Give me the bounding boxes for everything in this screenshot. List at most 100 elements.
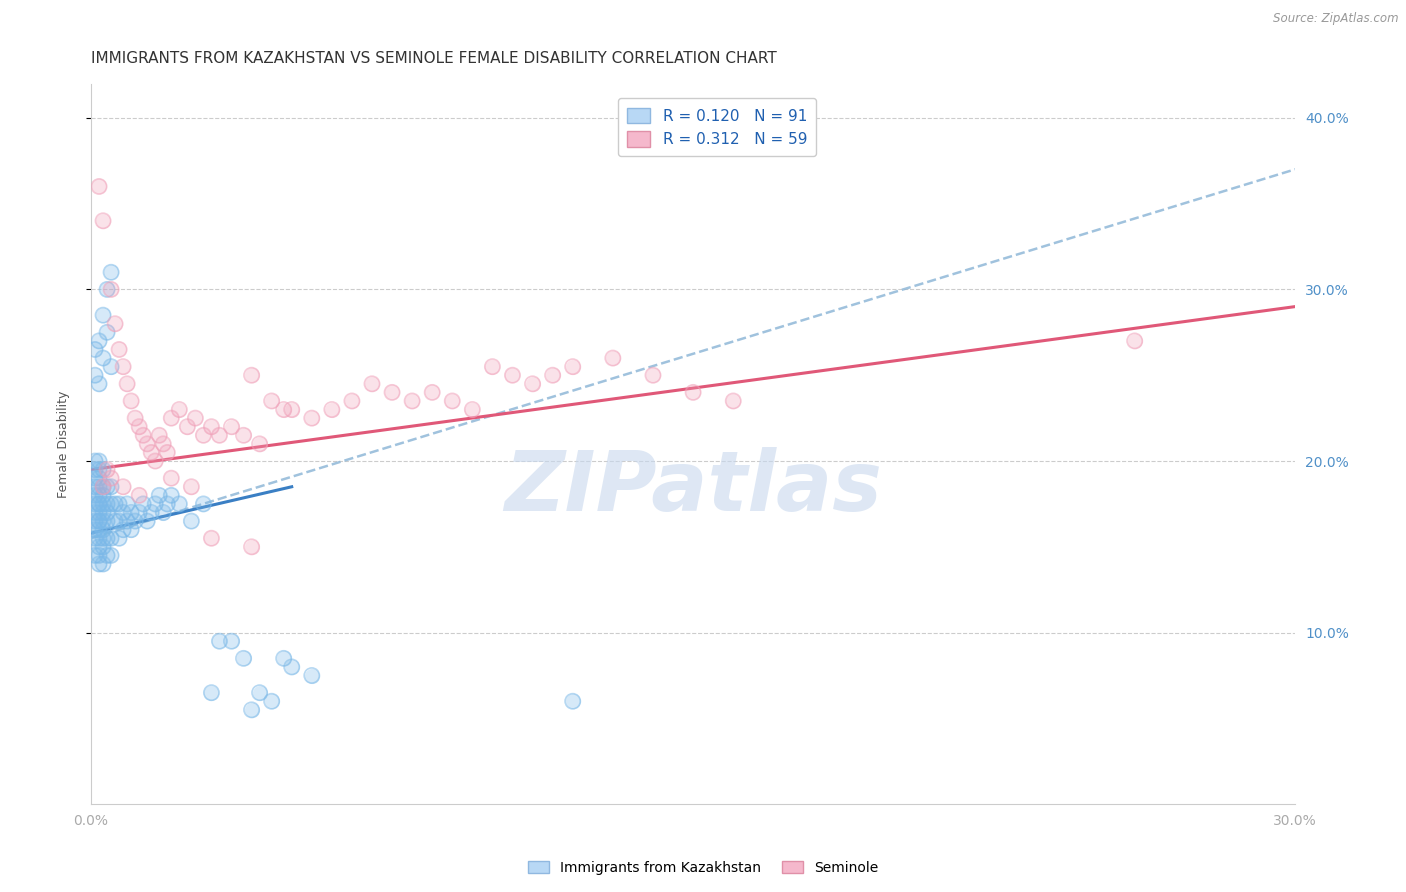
Point [112,480,135,494]
Point [136,514,159,528]
Point [156,497,179,511]
Point [96,506,118,520]
Point [208,428,231,442]
Point [143,454,166,468]
Point [200,419,222,434]
Point [87,514,110,528]
Point [141,506,163,520]
Point [84,506,107,520]
Point [200,419,222,434]
Point [87,514,110,528]
Point [91,514,114,528]
Point [108,343,131,357]
Point [260,394,283,409]
Point [100,359,122,374]
Point [128,488,150,502]
Point [240,540,263,554]
Point [112,523,135,537]
Point [148,428,170,442]
Point [200,531,222,545]
Point [184,411,207,425]
Point [180,480,202,494]
Point [260,694,283,708]
Point [84,497,107,511]
Point [1123,334,1146,348]
Point [240,540,263,554]
Point [84,523,107,537]
Point [100,471,122,485]
Point [91,351,114,365]
Point [132,428,155,442]
Point [84,514,107,528]
Point [221,419,243,434]
Point [143,454,166,468]
Point [91,480,114,494]
Point [200,686,222,700]
Point [249,686,271,700]
Point [84,368,107,383]
Point [87,549,110,563]
Point [321,402,343,417]
Point [249,437,271,451]
Point [160,471,183,485]
Point [91,523,114,537]
Point [340,394,363,409]
Legend: R = 0.120   N = 91, R = 0.312   N = 59: R = 0.120 N = 91, R = 0.312 N = 59 [619,98,817,156]
Point [152,506,174,520]
Point [132,497,155,511]
Point [249,437,271,451]
Point [91,531,114,545]
Point [120,394,142,409]
Point [120,523,142,537]
Point [96,497,118,511]
Point [232,428,254,442]
Point [136,437,159,451]
Point [84,454,107,468]
Point [115,497,138,511]
Point [96,462,118,476]
Point [200,531,222,545]
Point [112,506,135,520]
Point [148,488,170,502]
Point [280,402,302,417]
Point [87,454,110,468]
Point [160,488,183,502]
Point [91,557,114,571]
Point [87,531,110,545]
Point [87,462,110,476]
Point [87,523,110,537]
Point [401,394,423,409]
Point [136,437,159,451]
Point [87,334,110,348]
Point [84,343,107,357]
Point [723,394,745,409]
Point [91,480,114,494]
Point [96,549,118,563]
Point [260,394,283,409]
Point [91,557,114,571]
Point [240,703,263,717]
Point [100,282,122,296]
Point [232,651,254,665]
Point [91,540,114,554]
Point [87,540,110,554]
Point [87,376,110,391]
Point [176,419,198,434]
Point [160,471,183,485]
Point [96,549,118,563]
Point [87,540,110,554]
Point [96,531,118,545]
Point [100,471,122,485]
Point [273,402,295,417]
Point [120,394,142,409]
Point [87,523,110,537]
Point [481,359,503,374]
Point [461,402,484,417]
Point [602,351,624,365]
Point [301,411,323,425]
Point [104,317,127,331]
Point [91,308,114,322]
Point [141,445,163,459]
Point [128,419,150,434]
Point [115,514,138,528]
